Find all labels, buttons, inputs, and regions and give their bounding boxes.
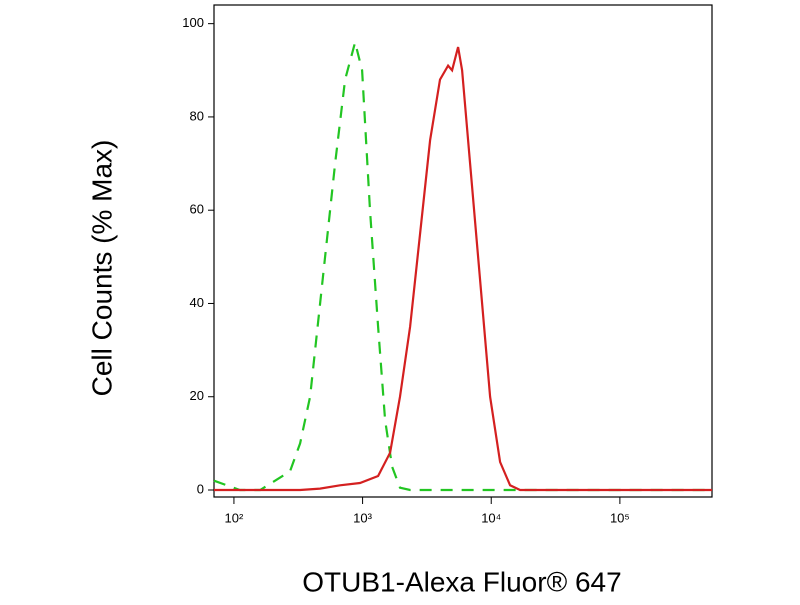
- x-tick-label: 10³: [353, 510, 372, 525]
- y-axis-title: Cell Counts (% Max): [86, 140, 117, 397]
- y-tick-label: 80: [190, 108, 204, 123]
- y-tick-label: 40: [190, 295, 204, 310]
- histogram-line: [213, 37, 712, 492]
- y-tick-label: 100: [182, 15, 204, 30]
- x-tick-label: 10²: [225, 510, 244, 525]
- y-tick-label: 60: [190, 202, 204, 217]
- plot-frame: [213, 4, 713, 498]
- y-tick-label: 0: [197, 481, 204, 496]
- histogram-line: [214, 46, 712, 492]
- x-tick-label: 10⁴: [481, 510, 501, 525]
- x-tick-label: 10⁵: [610, 510, 630, 525]
- x-axis-title: OTUB1-Alexa Fluor® 647: [302, 566, 621, 597]
- y-tick-label: 20: [190, 388, 204, 403]
